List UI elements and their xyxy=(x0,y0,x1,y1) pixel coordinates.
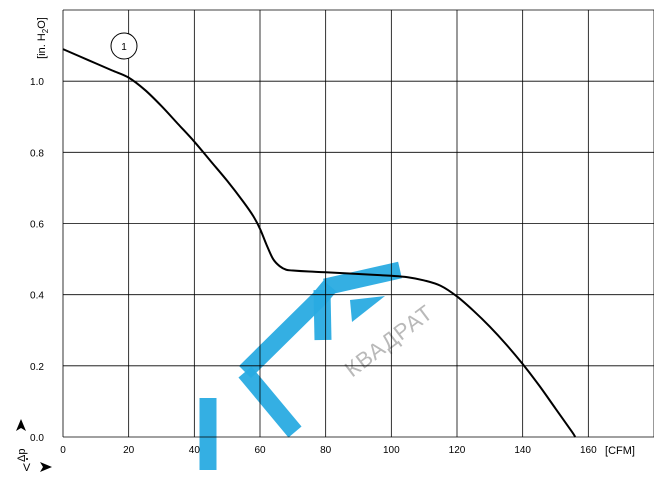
x-tick-label: 80 xyxy=(320,445,332,456)
y-tick-label: 0.8 xyxy=(30,148,44,159)
x-tick-labels: 0 20 40 60 80 100 120 140 160 xyxy=(60,445,597,456)
x-tick-label: 40 xyxy=(189,445,201,456)
watermark-stroke xyxy=(313,289,332,341)
axis-symbols: VΔp xyxy=(16,419,52,474)
x-axis-symbol-dot xyxy=(26,458,28,460)
y-tick-label: 0.6 xyxy=(30,220,44,231)
y-tick-label: 0.0 xyxy=(30,433,44,444)
series-1-label-text: 1 xyxy=(121,42,127,53)
x-axis-unit-label: [CFM] xyxy=(605,445,635,457)
grid-lines xyxy=(62,9,654,438)
y-tick-labels: 0.0 0.2 0.4 0.6 0.8 1.0 xyxy=(30,77,44,444)
y-tick-label: 0.2 xyxy=(30,362,44,373)
y-axis-symbol: Δp xyxy=(16,449,28,462)
y-tick-label: 0.4 xyxy=(30,291,44,302)
x-tick-label: 0 xyxy=(60,445,66,456)
watermark-logo: КВАДРАТ xyxy=(199,261,438,470)
x-tick-label: 20 xyxy=(123,445,135,456)
x-tick-label: 140 xyxy=(514,445,531,456)
y-axis-unit-label: [in. H2O] xyxy=(36,17,50,59)
series-1-label-circle xyxy=(110,32,138,60)
y-tick-label: 1.0 xyxy=(30,77,44,88)
watermark-stroke xyxy=(238,366,302,438)
x-axis-arrow-icon xyxy=(40,462,52,472)
x-tick-label: 120 xyxy=(449,445,466,456)
x-tick-label: 160 xyxy=(580,445,597,456)
x-axis-symbol: V xyxy=(23,462,31,474)
y-axis-arrow-icon xyxy=(16,419,26,431)
watermark-stroke xyxy=(323,261,402,296)
x-tick-label: 60 xyxy=(254,445,266,456)
series-1-label: 1 xyxy=(110,32,138,60)
x-tick-label: 100 xyxy=(383,445,400,456)
watermark-arrow xyxy=(350,296,385,322)
series-1-line xyxy=(62,48,577,438)
